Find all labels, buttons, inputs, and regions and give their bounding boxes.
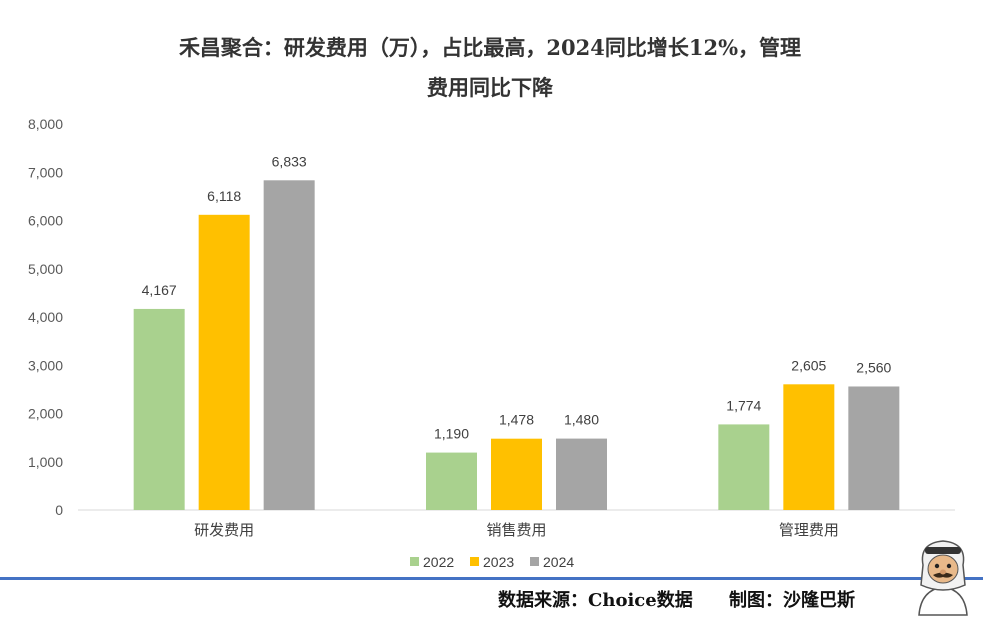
- y-tick-label: 1,000: [28, 454, 63, 470]
- y-tick-label: 8,000: [28, 116, 63, 132]
- y-tick-label: 7,000: [28, 164, 63, 180]
- bar-2024-0: [263, 180, 315, 511]
- chart-title: 禾昌聚合：研发费用（万），占比最高，2024同比增长12%，管理 费用同比下降: [60, 28, 920, 108]
- bar-2023-1: [491, 438, 542, 510]
- bar-2022-1: [426, 452, 477, 510]
- bar-2022-2: [718, 424, 770, 510]
- legend-label-2022: 2022: [423, 554, 454, 570]
- data-source-text: 数据来源：Choice数据: [498, 590, 693, 611]
- bar-2023-0: [198, 214, 250, 510]
- footer: 数据来源：Choice数据 制图：沙隆巴斯: [498, 586, 855, 612]
- chart-title-line2: 费用同比下降: [427, 75, 553, 100]
- legend-swatch-2022: [410, 557, 419, 566]
- bar-2024-2: [848, 386, 900, 510]
- data-label: 1,190: [434, 426, 469, 442]
- legend-label-2023: 2023: [483, 554, 514, 570]
- data-label: 6,833: [272, 153, 307, 169]
- chart-title-line1: 禾昌聚合：研发费用（万），占比最高，2024同比增长12%，管理: [178, 35, 802, 60]
- data-label: 6,118: [207, 188, 241, 204]
- x-category-label: 管理费用: [779, 522, 839, 539]
- data-label: 1,478: [499, 412, 534, 428]
- data-label: 2,560: [856, 359, 891, 375]
- legend-swatch-2023: [470, 557, 479, 566]
- legend-swatch-2024: [530, 557, 539, 566]
- y-tick-label: 5,000: [28, 261, 63, 277]
- footer-divider: [0, 577, 983, 580]
- x-category-label: 研发费用: [194, 522, 254, 539]
- y-tick-label: 4,000: [28, 309, 63, 325]
- data-label: 4,167: [142, 282, 177, 298]
- bar-2023-2: [783, 384, 835, 510]
- x-category-label: 销售费用: [486, 522, 546, 539]
- legend-label-2024: 2024: [543, 554, 574, 570]
- author-credit-text: 制图：沙隆巴斯: [729, 590, 855, 611]
- y-tick-label: 6,000: [28, 213, 63, 229]
- y-tick-label: 0: [55, 502, 63, 518]
- data-label: 2,605: [791, 357, 826, 373]
- y-tick-label: 2,000: [28, 406, 63, 422]
- mascot-avatar-icon: [918, 540, 968, 616]
- bar-2022-0: [133, 308, 185, 510]
- y-tick-label: 3,000: [28, 357, 63, 373]
- bar-2024-1: [556, 438, 607, 510]
- data-label: 1,774: [726, 397, 761, 413]
- data-label: 1,480: [564, 412, 599, 428]
